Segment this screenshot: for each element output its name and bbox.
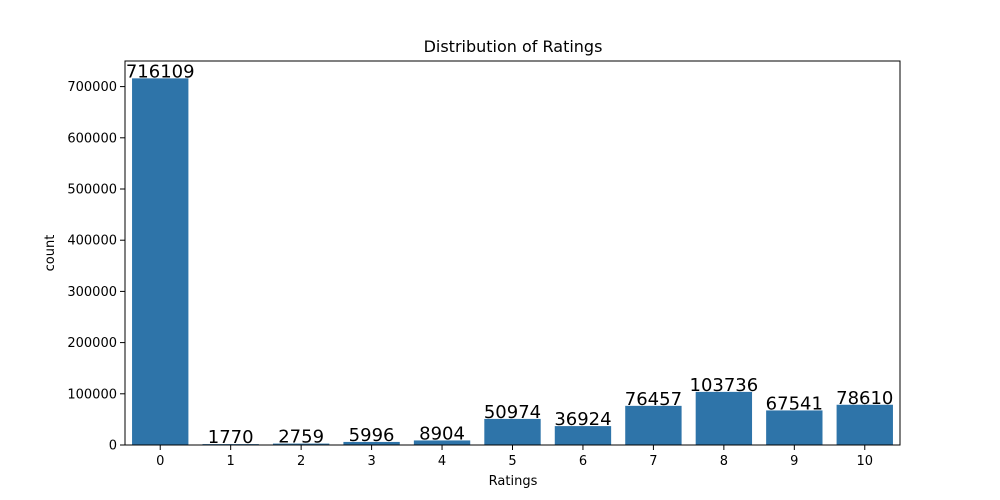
x-tick-label: 7 [649,454,657,469]
bar-9 [766,410,823,445]
data-label-8: 103736 [690,375,759,396]
x-tick-label: 0 [156,454,164,469]
bar-5 [484,418,541,445]
data-label-5: 50974 [484,402,541,423]
y-tick-label: 700000 [67,80,117,95]
data-label-7: 76457 [625,389,682,410]
data-labels-group: 716109 1770 2759 5996 8904 50974 36924 76457 103… [126,61,894,448]
x-tick-label: 10 [856,454,873,469]
data-label-6: 36924 [554,409,611,430]
x-tick-label: 3 [367,454,375,469]
x-tick-label: 9 [790,454,798,469]
x-axis: 0 1 2 3 4 5 6 7 8 9 10 [156,445,873,469]
bar-4 [413,440,471,445]
y-tick-label: 500000 [67,183,117,198]
data-label-9: 67541 [766,393,823,414]
y-axis: 0 100000 200000 300000 400000 500000 600000 700… [67,80,125,454]
x-axis-label: Ratings [489,474,538,489]
y-tick-label: 300000 [67,285,117,300]
data-label-0: 716109 [126,61,195,82]
x-tick-label: 1 [227,454,235,469]
x-tick-label: 2 [297,454,305,469]
y-tick-label: 100000 [67,387,117,402]
data-label-1: 1770 [208,427,254,448]
y-tick-label: 400000 [67,234,117,249]
bars-group [132,78,893,445]
y-tick-label: 0 [109,439,117,454]
chart-title: Distribution of Ratings [424,37,603,56]
data-label-3: 5996 [349,425,395,446]
bar-3 [343,441,400,445]
data-label-10: 78610 [836,388,893,409]
y-tick-label: 600000 [67,131,117,146]
bar-8 [695,391,753,445]
y-axis-label: count [43,235,58,272]
bar-2 [272,443,330,445]
x-tick-label: 6 [579,454,587,469]
plot-frame [124,60,901,446]
bar-7 [625,405,682,445]
bar-0 [132,78,189,445]
bar-6 [554,426,612,445]
data-label-4: 8904 [419,423,465,444]
bar-10 [836,404,893,445]
y-tick-label: 200000 [67,336,117,351]
data-label-2: 2759 [278,427,324,448]
x-tick-label: 8 [720,454,728,469]
x-tick-label: 4 [438,454,446,469]
x-tick-label: 5 [508,454,516,469]
